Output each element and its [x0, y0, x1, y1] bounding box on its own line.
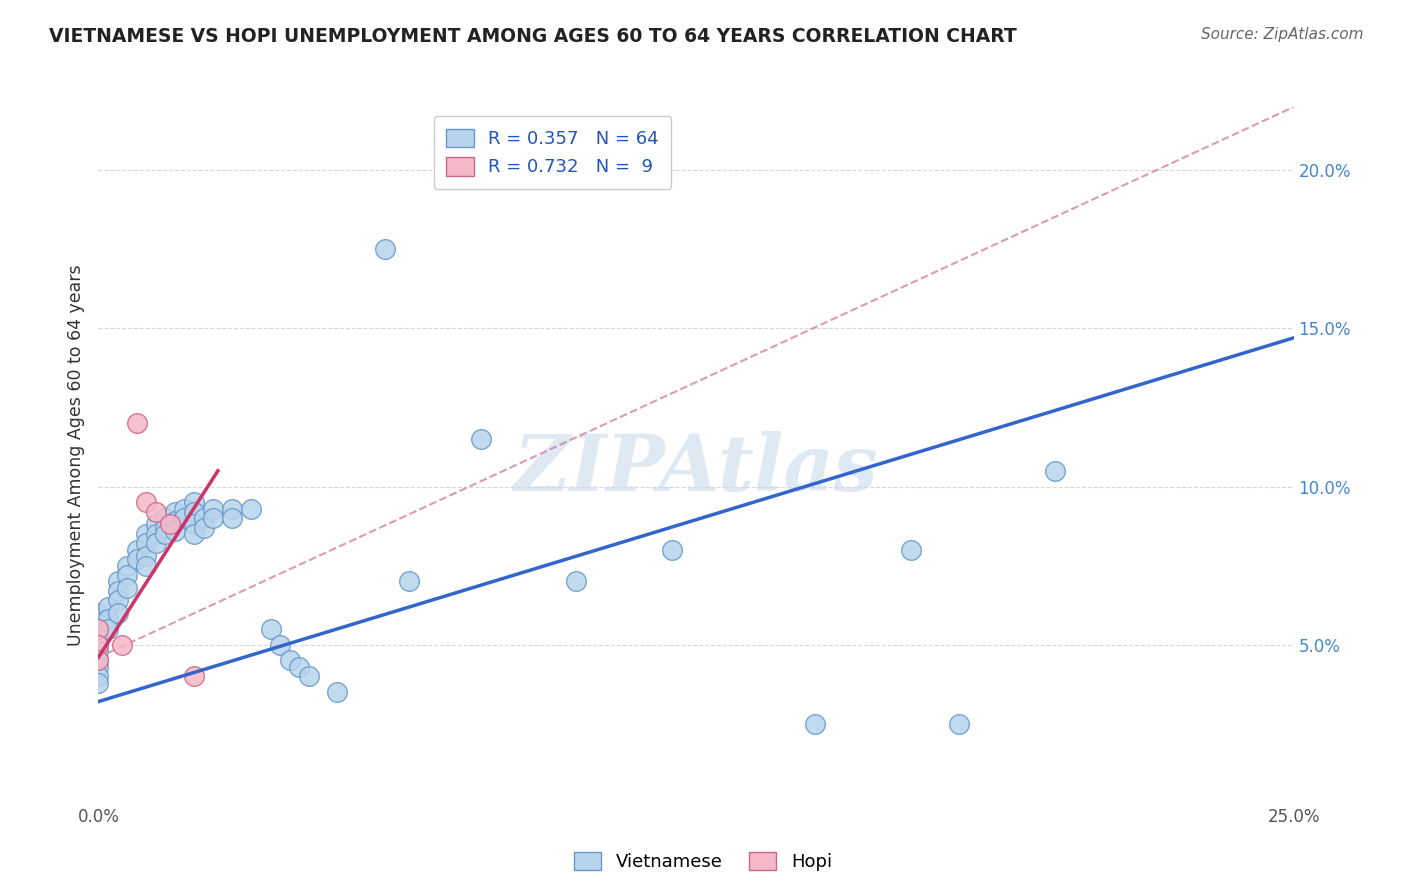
Point [87, 606, 110, 620]
Point [565, 574, 588, 589]
Point [87, 669, 110, 683]
Point [155, 521, 177, 535]
Point [145, 527, 167, 541]
Point [159, 517, 181, 532]
Point [87, 628, 110, 642]
Point [107, 593, 129, 607]
Point [183, 505, 205, 519]
Y-axis label: Unemployment Among Ages 60 to 64 years: Unemployment Among Ages 60 to 64 years [66, 264, 84, 646]
Text: Source: ZipAtlas.com: Source: ZipAtlas.com [1201, 27, 1364, 42]
Point [145, 536, 167, 550]
Point [163, 514, 186, 528]
Point [173, 501, 195, 516]
Point [97, 612, 120, 626]
Point [87, 615, 110, 630]
Point [163, 524, 186, 538]
Point [202, 501, 225, 516]
Point [87, 638, 110, 652]
Point [183, 495, 205, 509]
Point [1043, 464, 1066, 478]
Point [288, 660, 311, 674]
Point [87, 660, 110, 674]
Point [97, 599, 120, 614]
Legend: Vietnamese, Hopi: Vietnamese, Hopi [567, 845, 839, 879]
Point [221, 501, 243, 516]
Point [87, 638, 110, 652]
Point [183, 527, 205, 541]
Point [87, 622, 110, 636]
Point [97, 622, 120, 636]
Point [183, 669, 205, 683]
Point [298, 669, 321, 683]
Point [326, 685, 349, 699]
Point [278, 653, 301, 667]
Point [87, 653, 110, 667]
Point [374, 243, 396, 257]
Point [948, 716, 970, 731]
Point [111, 638, 134, 652]
Point [87, 644, 110, 658]
Point [155, 527, 177, 541]
Point [183, 517, 205, 532]
Point [398, 574, 420, 589]
Text: VIETNAMESE VS HOPI UNEMPLOYMENT AMONG AGES 60 TO 64 YEARS CORRELATION CHART: VIETNAMESE VS HOPI UNEMPLOYMENT AMONG AG… [49, 27, 1017, 45]
Text: ZIPAtlas: ZIPAtlas [513, 431, 879, 507]
Legend: R = 0.357   N = 64, R = 0.732   N =  9: R = 0.357 N = 64, R = 0.732 N = 9 [434, 116, 671, 189]
Point [135, 495, 157, 509]
Point [135, 558, 157, 573]
Point [155, 511, 177, 525]
Point [107, 574, 129, 589]
Point [107, 606, 129, 620]
Point [115, 558, 138, 573]
Point [125, 417, 148, 431]
Point [470, 432, 492, 446]
Point [193, 511, 215, 525]
Point [87, 612, 110, 626]
Point [193, 521, 215, 535]
Point [107, 583, 129, 598]
Point [269, 638, 291, 652]
Point [87, 675, 110, 690]
Point [115, 581, 138, 595]
Point [125, 552, 148, 566]
Point [145, 517, 167, 532]
Point [135, 527, 157, 541]
Point [259, 622, 281, 636]
Point [135, 549, 157, 563]
Point [125, 542, 148, 557]
Point [163, 505, 186, 519]
Point [135, 536, 157, 550]
Point [661, 542, 683, 557]
Point [87, 653, 110, 667]
Point [202, 511, 225, 525]
Point [115, 568, 138, 582]
Point [900, 542, 922, 557]
Point [221, 511, 243, 525]
Point [240, 501, 263, 516]
Point [173, 511, 195, 525]
Point [145, 505, 167, 519]
Point [87, 622, 110, 636]
Point [804, 716, 827, 731]
